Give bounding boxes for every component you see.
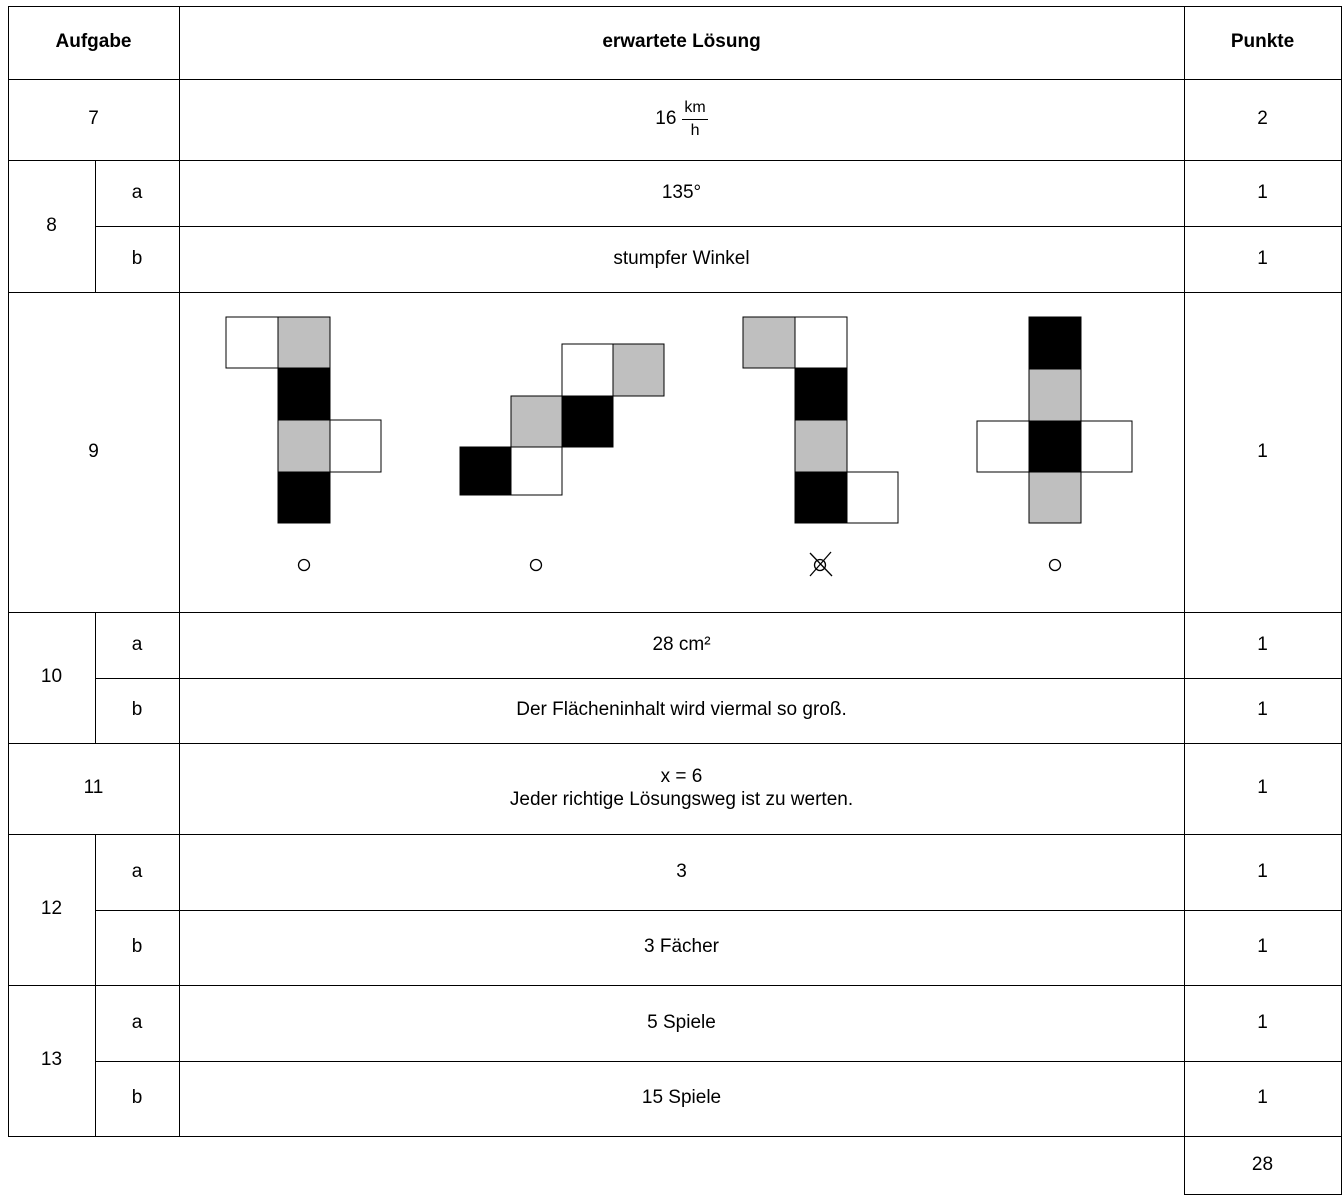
unit-fraction: km h (682, 99, 708, 139)
row-line (95, 1061, 1342, 1062)
solution-cell: 5 Spiele (647, 1011, 716, 1033)
points-cell: 1 (1257, 1011, 1268, 1033)
points-cell: 1 (1257, 936, 1268, 958)
sub-part: b (131, 247, 143, 269)
solution-value: 16 (655, 108, 677, 130)
answer-option-1 (297, 558, 311, 572)
unit-numerator: km (682, 99, 708, 120)
solution-cell: stumpfer Winkel (613, 247, 750, 269)
sub-col-line (95, 160, 96, 293)
sub-col-line (95, 612, 96, 744)
col-line (179, 6, 180, 1137)
row-line (8, 292, 1342, 293)
row-line (95, 226, 1342, 227)
task-number: 8 (46, 214, 57, 236)
task-number: 12 (40, 898, 63, 920)
points-cell: 1 (1257, 247, 1268, 269)
row-line (8, 743, 1342, 744)
solution-two-line: x = 6 Jeder richtige Lösungsweg ist zu w… (510, 766, 853, 812)
sub-part: a (131, 860, 143, 882)
solution-cell: 28 cm² (652, 633, 711, 655)
row-line (8, 6, 1342, 7)
points-cell: 1 (1257, 860, 1268, 882)
task-number: 11 (83, 777, 104, 799)
row-line (1184, 1194, 1342, 1195)
task-number: 13 (40, 1049, 63, 1071)
points-cell: 1 (1257, 181, 1268, 203)
task-number: 9 (88, 440, 99, 462)
points-cell: 2 (1257, 108, 1268, 130)
sub-part: b (131, 936, 143, 958)
cube-net-4 (976, 316, 1133, 524)
sub-part: a (131, 1011, 143, 1033)
header-points: Punkte (1230, 31, 1295, 53)
answer-option-4 (1048, 558, 1062, 572)
row-line (8, 834, 1342, 835)
points-cell: 1 (1257, 633, 1268, 655)
task-number: 7 (88, 108, 99, 130)
solution-cell: 3 (676, 860, 687, 882)
sub-part: b (131, 1087, 143, 1109)
points-cell: 1 (1257, 1087, 1268, 1109)
header-solution: erwartete Lösung (602, 31, 761, 53)
col-line (8, 6, 9, 1137)
points-cell: 1 (1257, 699, 1268, 721)
sub-part: a (131, 633, 143, 655)
solution-line-1: x = 6 (660, 765, 703, 787)
row-line (8, 160, 1342, 161)
total-points: 28 (1251, 1153, 1274, 1175)
task-number: 10 (40, 666, 63, 688)
row-line (8, 612, 1342, 613)
solution-cell: 3 Fächer (644, 936, 719, 958)
points-cell: 1 (1257, 440, 1268, 462)
sub-part: a (131, 181, 143, 203)
solution-cell: x = 6 Jeder richtige Lösungsweg ist zu w… (179, 743, 1184, 834)
solution-line-2: Jeder richtige Lösungsweg ist zu werten. (509, 788, 854, 810)
solution-cell: 135° (661, 181, 702, 203)
row-line (8, 79, 1342, 80)
answer-option-3-crossed (809, 551, 833, 577)
row-line (8, 985, 1342, 986)
cube-net-2 (459, 343, 665, 496)
col-line (1184, 6, 1185, 1195)
row-line (8, 1136, 1342, 1137)
solution-cell: 15 Spiele (641, 1087, 722, 1109)
answer-option-2 (529, 558, 543, 572)
solution-cell: Der Flächeninhalt wird viermal so groß. (516, 699, 847, 721)
cube-net-1 (225, 316, 382, 524)
unit-denominator: h (690, 122, 700, 139)
cube-net-3 (742, 316, 899, 524)
row-line (95, 678, 1342, 679)
row-line (95, 910, 1342, 911)
sub-part: b (131, 699, 143, 721)
sub-col-line (95, 834, 96, 1137)
points-cell: 1 (1257, 777, 1268, 799)
solution-cell: 16 km h (179, 79, 1184, 160)
header-task: Aufgabe (55, 31, 132, 53)
